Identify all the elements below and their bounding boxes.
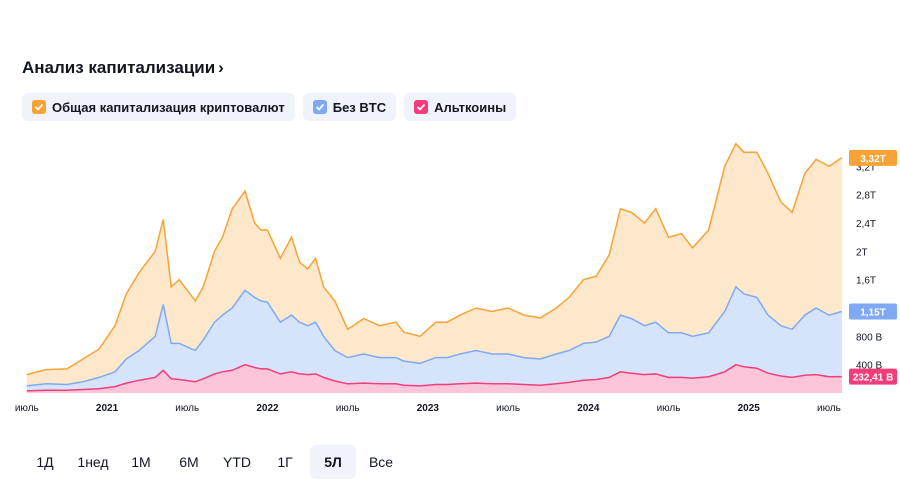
last-value-badge-0 (849, 149, 897, 166)
range-button-1y[interactable]: 1Г (277, 454, 293, 470)
page-title[interactable]: Анализ капитализации › (22, 58, 224, 78)
legend-label: Без BTC (332, 99, 387, 115)
x-tick-label: июль (657, 403, 681, 414)
series-line-2 (26, 363, 842, 392)
range-button-6m[interactable]: 6М (179, 454, 199, 470)
series-area-1 (26, 286, 842, 393)
range-selector: 1Д 1нед 1М 6М YTD 1Г 5Л Все (22, 445, 406, 479)
x-tick-label: 2024 (577, 403, 600, 414)
last-value-badge-1 (849, 303, 897, 320)
x-tick-label: 2023 (417, 403, 440, 414)
x-tick-label: июль (15, 403, 39, 414)
checkbox-checked-icon[interactable] (312, 100, 327, 114)
y-tick-label: 800 B (856, 332, 882, 343)
title-text: Анализ капитализации (22, 58, 216, 77)
range-button-1d[interactable]: 1Д (36, 454, 54, 470)
range-button-ytd[interactable]: YTD (223, 454, 251, 470)
legend-label: Общая капитализация криптовалют (52, 99, 285, 115)
range-button-1m[interactable]: 1М (131, 454, 151, 470)
legend: Общая капитализация криптовалют Без BTC … (22, 93, 517, 121)
x-tick-label: 2025 (738, 403, 761, 414)
series-line-0 (26, 142, 843, 376)
legend-item-total[interactable]: Общая капитализация криптовалют (22, 93, 295, 121)
x-tick-label: июль (175, 403, 199, 414)
y-tick-label: 2T (856, 247, 868, 258)
x-tick-label: 2022 (256, 403, 279, 414)
checkbox-checked-icon[interactable] (414, 100, 429, 114)
last-value-label: 3,32T (860, 154, 886, 165)
y-tick-label: 2,8T (856, 191, 876, 202)
x-tick-label: июль (336, 403, 360, 414)
range-button-5y[interactable]: 5Л (310, 445, 356, 479)
last-value-label: 232,41 B (853, 373, 894, 384)
legend-label: Альткоины (434, 99, 507, 115)
x-tick-label: июль (817, 403, 841, 414)
y-tick-label: 2,4T (856, 219, 876, 230)
x-tick-label: июль (496, 403, 520, 414)
last-value-badge-2 (849, 368, 897, 385)
legend-item-without-btc[interactable]: Без BTC (302, 93, 397, 121)
last-value-label: 1,15T (860, 308, 886, 319)
series-line-1 (26, 285, 843, 387)
chevron-right-icon: › (218, 58, 224, 77)
x-tick-label: 2021 (96, 403, 119, 414)
series-area-2 (26, 364, 842, 393)
y-tick-label: 1,6T (856, 276, 876, 287)
range-button-all[interactable]: Все (368, 454, 394, 470)
range-button-1w[interactable]: 1нед (77, 454, 109, 470)
y-tick-label: 400 B (856, 361, 882, 372)
checkbox-checked-icon[interactable] (32, 100, 46, 114)
legend-item-altcoins[interactable]: Альткоины (404, 93, 517, 121)
y-tick-label: 3,2T (856, 162, 876, 173)
